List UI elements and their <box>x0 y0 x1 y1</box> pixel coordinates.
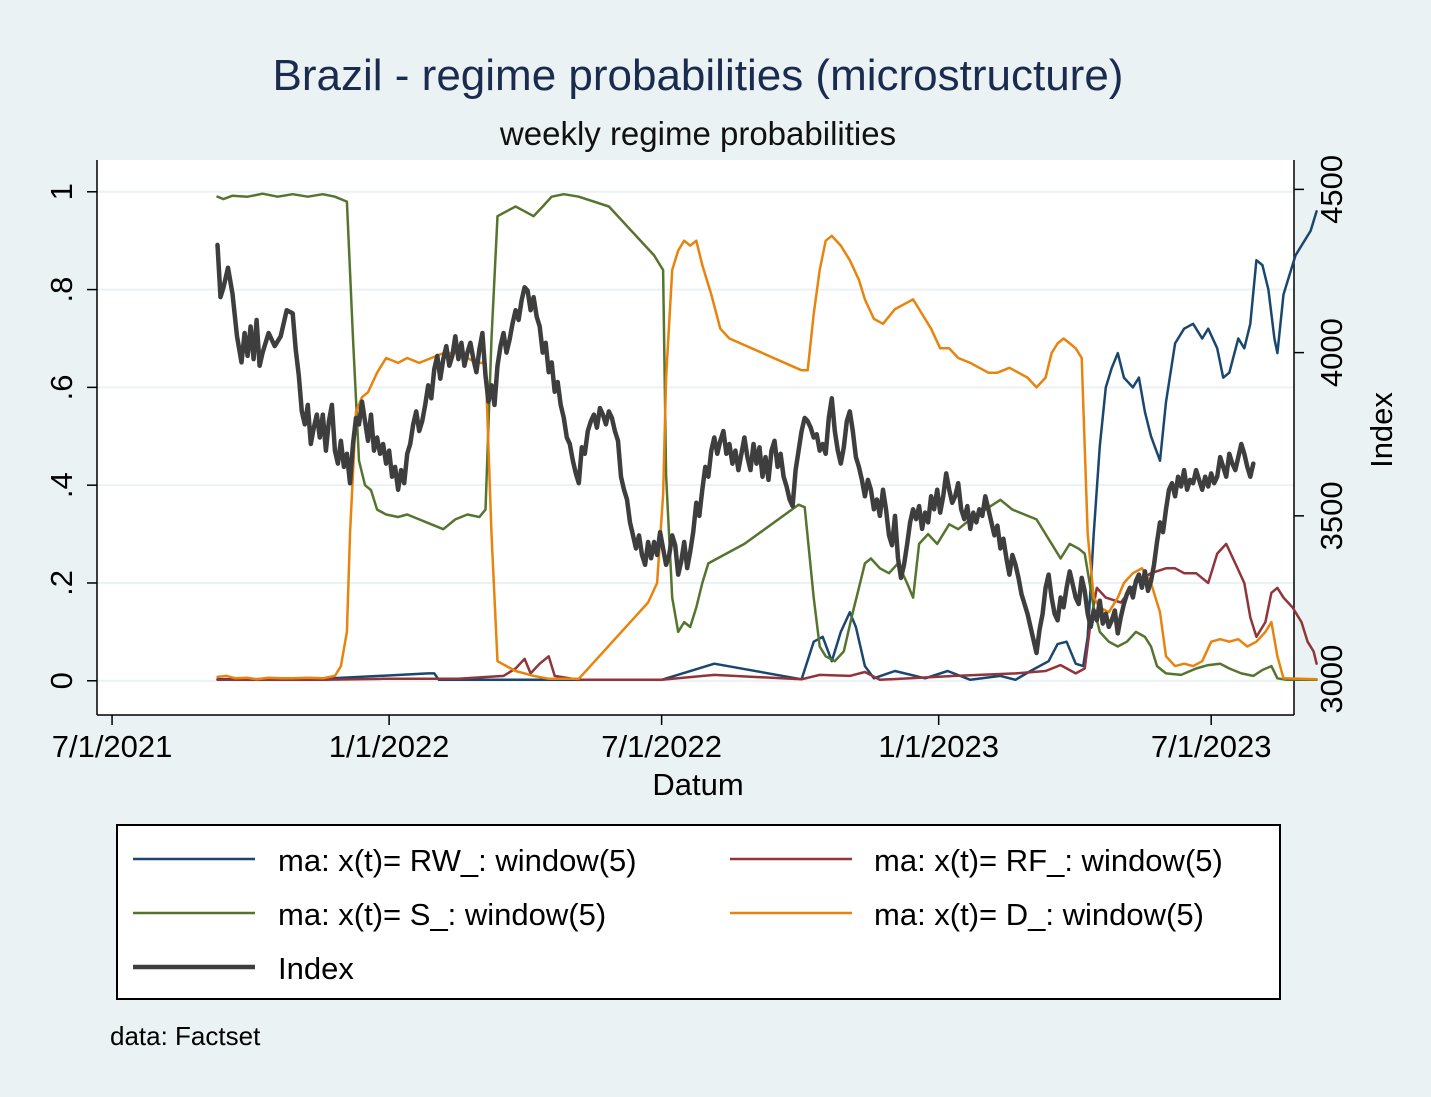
left-tick-label-3: .6 <box>44 374 79 400</box>
legend-box <box>116 824 1281 1000</box>
legend-item-index: Index <box>133 951 354 986</box>
x-tick-label-0: 7/1/2021 <box>52 729 173 764</box>
left-tick-label-5: 1 <box>44 183 79 200</box>
right-axis-label: Index <box>1364 392 1399 468</box>
legend-item-rf: ma: x(t)= RF_: window(5) <box>730 843 1223 878</box>
left-tick-label-4: .8 <box>44 277 79 303</box>
legend-item-rw: ma: x(t)= RW_: window(5) <box>133 843 637 878</box>
chart-title: Brazil - regime probabilities (microstru… <box>273 51 1124 100</box>
right-tick-label-1: 3500 <box>1314 481 1349 550</box>
right-tick-label-2: 4000 <box>1314 318 1349 387</box>
left-axis-ticks: 0 .2 .4 .6 .8 1 <box>44 183 97 689</box>
left-tick-label-2: .4 <box>44 472 79 498</box>
legend-label-d: ma: x(t)= D_: window(5) <box>874 897 1204 932</box>
series-index-line <box>215 242 1256 656</box>
x-tick-label-1: 1/1/2022 <box>329 729 450 764</box>
x-tick-label-3: 1/1/2023 <box>878 729 999 764</box>
plot-area <box>97 160 1294 715</box>
x-axis-ticks: 7/1/2021 1/1/2022 7/1/2022 1/1/2023 7/1/2023 <box>52 715 1272 764</box>
legend-label-rf: ma: x(t)= RF_: window(5) <box>874 843 1223 878</box>
right-tick-label-3: 4500 <box>1314 155 1349 224</box>
legend-item-s: ma: x(t)= S_: window(5) <box>133 897 606 932</box>
left-tick-label-0: 0 <box>44 672 79 689</box>
legend-label-s: ma: x(t)= S_: window(5) <box>278 897 606 932</box>
source-note: data: Factset <box>110 1021 261 1051</box>
legend: ma: x(t)= RW_: window(5) ma: x(t)= RF_: … <box>133 843 1223 986</box>
legend-label-index: Index <box>278 951 354 986</box>
right-tick-label-0: 3000 <box>1314 645 1349 714</box>
x-tick-label-2: 7/1/2022 <box>601 729 722 764</box>
chart-subtitle: weekly regime probabilities <box>499 115 896 152</box>
legend-item-d: ma: x(t)= D_: window(5) <box>730 897 1204 932</box>
right-axis-ticks: 3000 3500 4000 4500 <box>1294 155 1349 714</box>
left-tick-label-1: .2 <box>44 570 79 596</box>
series-layer <box>215 192 1318 682</box>
series-rw-line <box>216 210 1318 682</box>
legend-label-rw: ma: x(t)= RW_: window(5) <box>278 843 637 878</box>
series-d-line <box>216 234 1318 681</box>
x-axis-label: Datum <box>652 767 743 802</box>
x-tick-label-4: 7/1/2023 <box>1151 729 1272 764</box>
series-s-line <box>216 192 1318 682</box>
